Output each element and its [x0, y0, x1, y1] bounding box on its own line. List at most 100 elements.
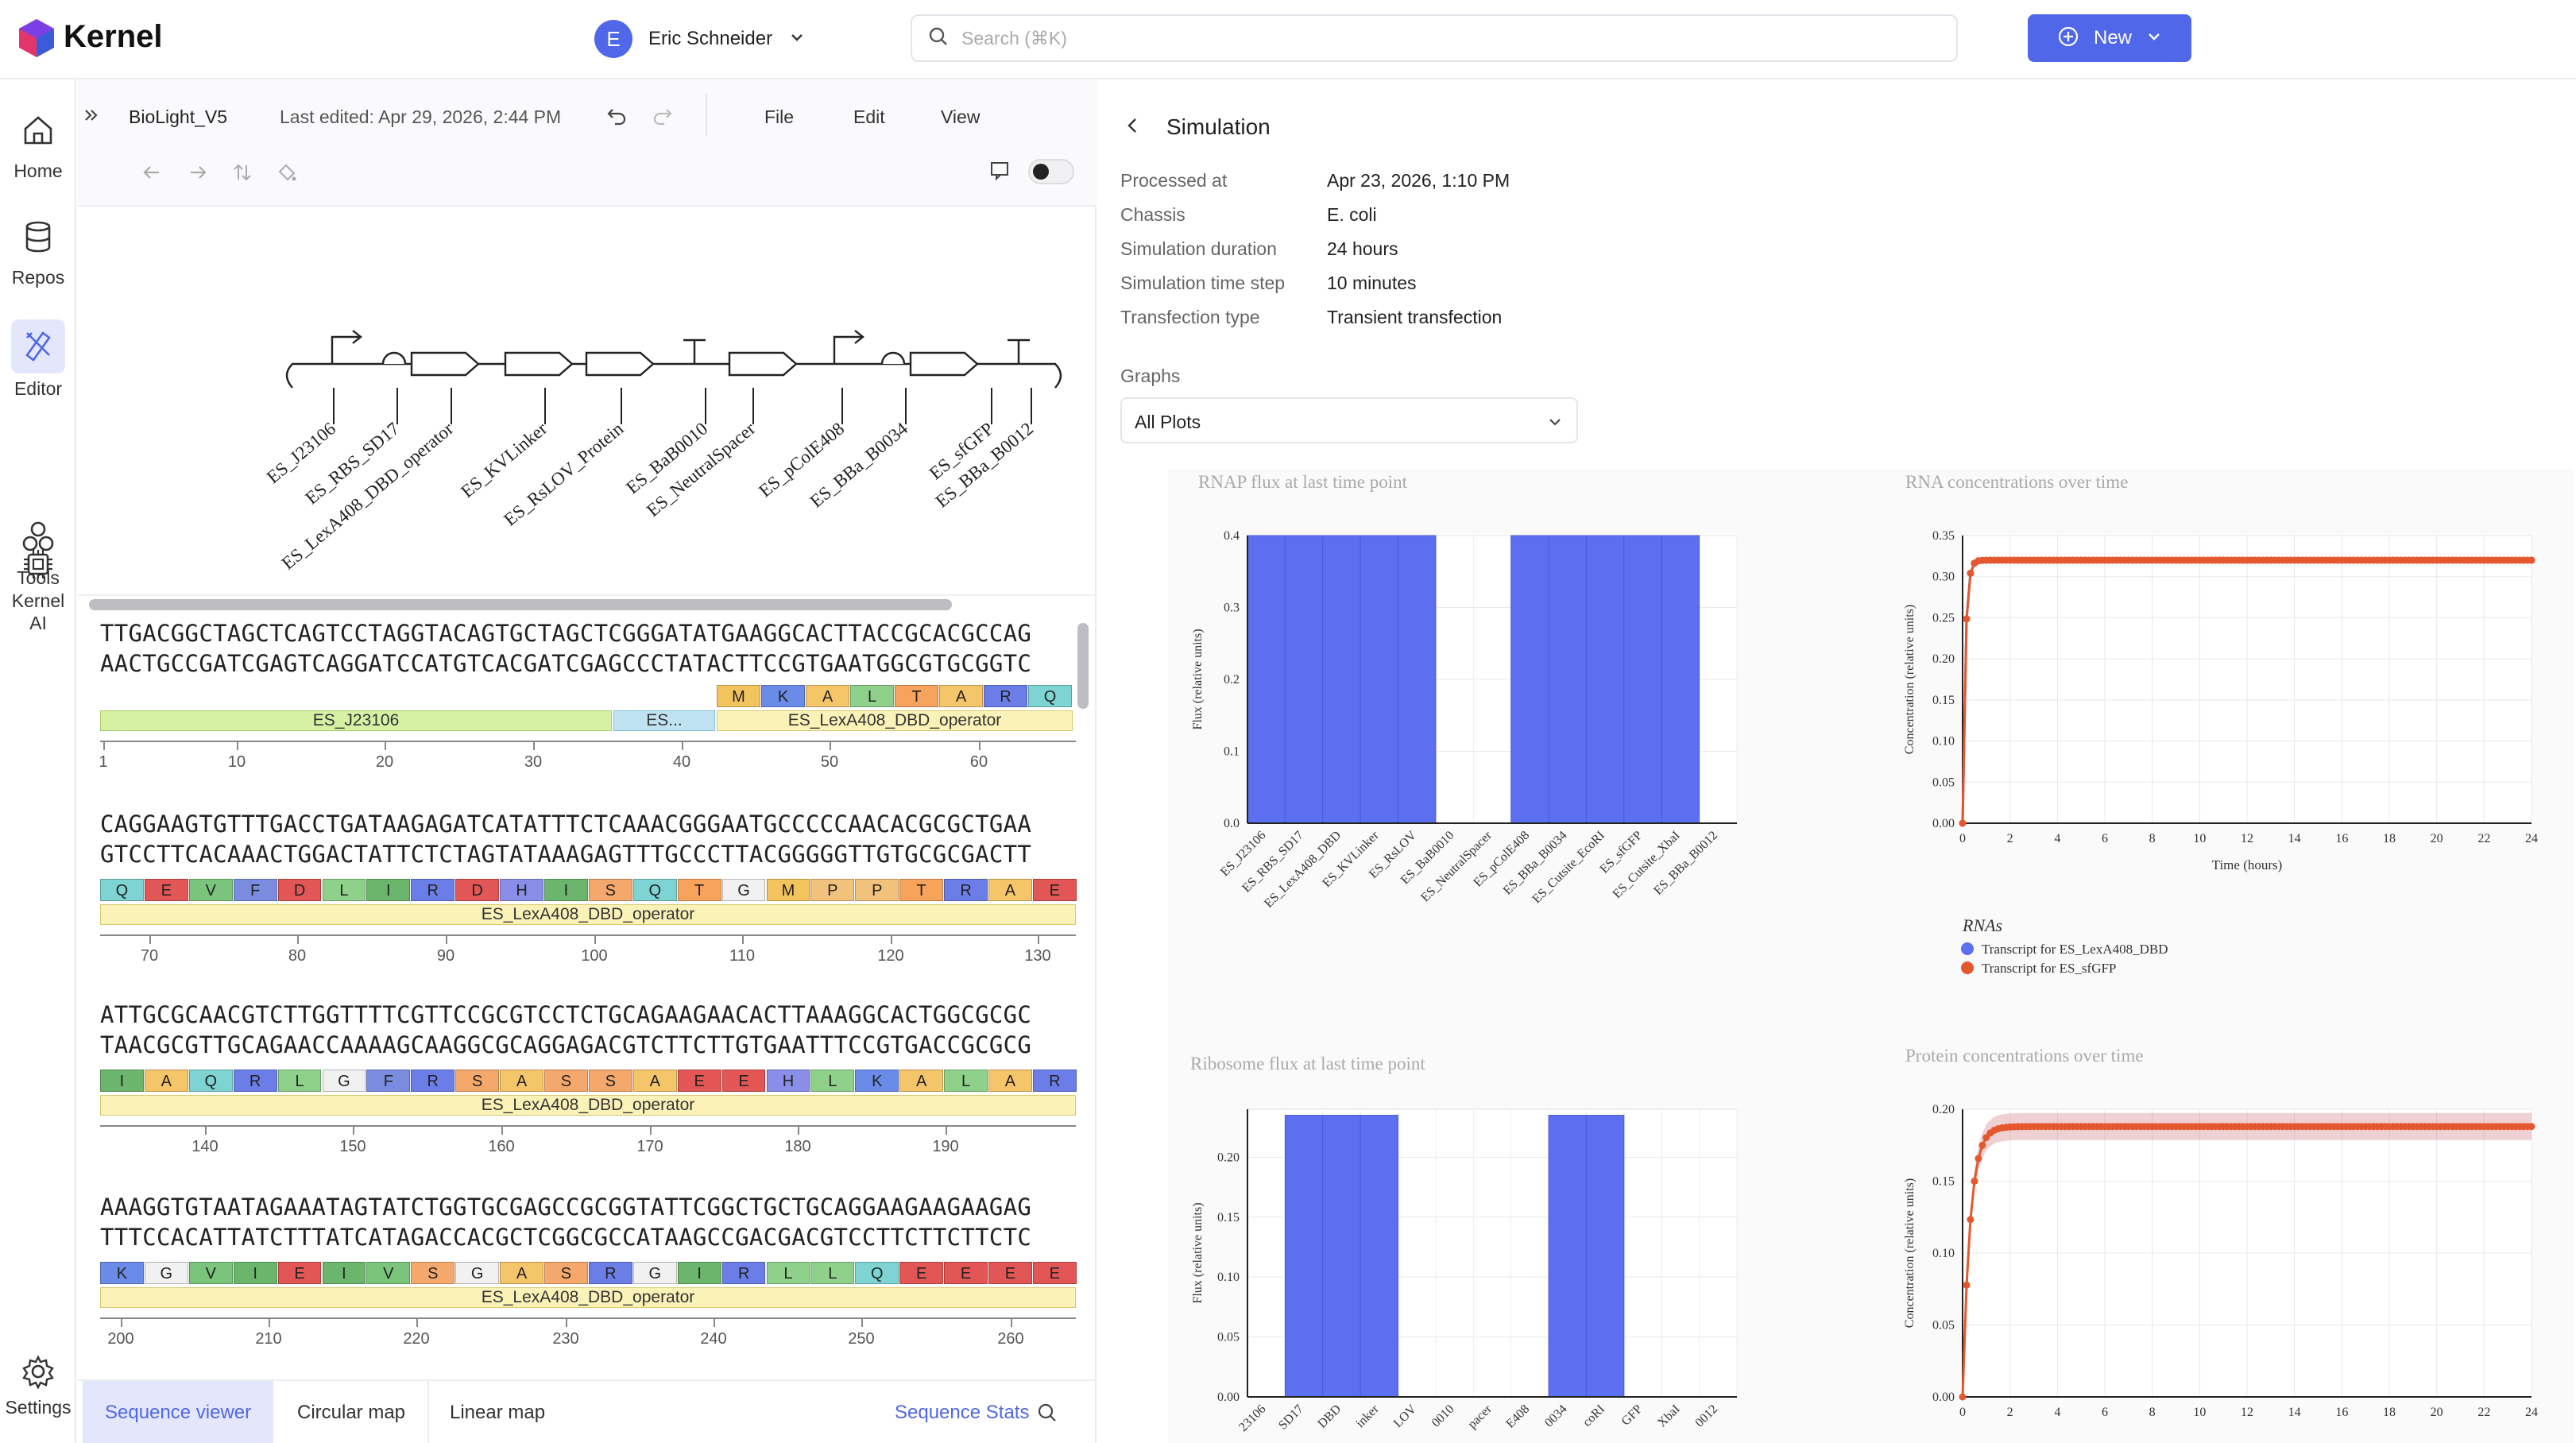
vertical-scrollbar[interactable]	[1077, 623, 1089, 709]
bar[interactable]	[1284, 535, 1324, 824]
amino-acid[interactable]: F	[233, 879, 277, 901]
amino-acid[interactable]: I	[544, 879, 588, 901]
bar[interactable]	[1623, 535, 1662, 824]
amino-acid[interactable]: L	[944, 1070, 988, 1092]
amino-acid[interactable]: G	[144, 1262, 188, 1284]
amino-acid[interactable]: V	[188, 879, 233, 901]
amino-acid[interactable]: E	[144, 879, 188, 901]
amino-acid[interactable]: R	[233, 1070, 277, 1092]
part-glyph-rbs[interactable]	[880, 351, 906, 365]
amino-acid[interactable]: E	[677, 1070, 721, 1092]
amino-acid[interactable]: T	[677, 879, 721, 901]
amino-acid[interactable]: E	[277, 1262, 322, 1284]
amino-acid[interactable]: L	[766, 1262, 810, 1284]
amino-acid[interactable]: E	[899, 1262, 944, 1284]
sequence-viewer[interactable]: TTGACGGCTAGCTCAGTCCTAGGTACAGTGCTAGCTCGGG…	[78, 620, 1097, 1383]
amino-acid[interactable]: H	[500, 879, 543, 901]
amino-acid[interactable]: L	[322, 879, 366, 901]
expand-panel-icon[interactable]	[83, 106, 100, 128]
new-button[interactable]: New	[2028, 14, 2191, 62]
amino-acid[interactable]: L	[810, 1262, 855, 1284]
amino-acid[interactable]: A	[500, 1262, 543, 1284]
amino-acid[interactable]: M	[766, 879, 810, 901]
bar[interactable]	[1398, 535, 1437, 824]
part-glyph-terminator[interactable]	[683, 339, 706, 364]
amino-acid[interactable]: R	[944, 879, 988, 901]
amino-acid[interactable]: I	[322, 1262, 366, 1284]
bar[interactable]	[1247, 535, 1286, 824]
amino-acid[interactable]: G	[721, 879, 766, 901]
amino-acid[interactable]: K	[761, 685, 805, 707]
redo-icon[interactable]	[652, 105, 674, 131]
amino-acid[interactable]: D	[455, 879, 500, 901]
sidebar-item-repos[interactable]: Repos	[0, 219, 76, 288]
amino-acid[interactable]: S	[544, 1070, 588, 1092]
amino-acid[interactable]: S	[455, 1070, 500, 1092]
amino-acid[interactable]: T	[895, 685, 938, 707]
feature-annotation[interactable]: ES_J23106	[100, 710, 612, 731]
amino-acid[interactable]: I	[233, 1262, 277, 1284]
view-toggle[interactable]	[1028, 159, 1074, 184]
amino-acid[interactable]: I	[677, 1262, 721, 1284]
arrow-left-icon[interactable]	[141, 162, 162, 187]
arrow-right-icon[interactable]	[188, 162, 208, 187]
tab-circular-map[interactable]: Circular map	[275, 1381, 430, 1443]
menu-file[interactable]: File	[764, 106, 795, 127]
amino-acid[interactable]: T	[899, 879, 944, 901]
sidebar-item-home[interactable]: Home	[0, 113, 76, 182]
amino-acid[interactable]: A	[988, 879, 1032, 901]
part-glyph-promoter[interactable]	[833, 330, 864, 364]
amino-acid[interactable]: D	[277, 879, 322, 901]
amino-acid[interactable]: A	[632, 1070, 677, 1092]
search-input[interactable]: Search (⌘K)	[961, 27, 1067, 48]
sequence-row[interactable]: TTGACGGCTAGCTCAGTCCTAGGTACAGTGCTAGCTCGGG…	[78, 620, 1097, 803]
paint-bucket-icon[interactable]	[277, 162, 297, 187]
top-strand[interactable]: TTGACGGCTAGCTCAGTCCTAGGTACAGTGCTAGCTCGGG…	[100, 620, 1032, 647]
sequence-row[interactable]: AAAGGTGTAATAGAAATAGTATCTGGTGCGAGCCGCGGTA…	[78, 1193, 1097, 1376]
bottom-strand[interactable]: GTCCTTCACAAACTGGACTATTCTCTAGTATAAAGAGTTT…	[100, 841, 1032, 868]
bar[interactable]	[1510, 535, 1549, 824]
part-glyph-rbs[interactable]	[381, 351, 407, 365]
amino-acid[interactable]: Q	[855, 1262, 899, 1284]
amino-acid[interactable]: S	[411, 1262, 455, 1284]
tab-linear-map[interactable]: Linear map	[450, 1402, 546, 1423]
sidebar-item-editor[interactable]: Editor	[0, 319, 76, 400]
user-menu[interactable]: E Eric Schneider	[594, 19, 806, 59]
sidebar-item-kernel-ai-link[interactable]: Kernel AI	[0, 547, 76, 634]
amino-acid[interactable]: M	[717, 685, 760, 707]
sequence-row[interactable]: CAGGAAGTGTTTGACCTGATAAGAGATCATATTTCTCAAA…	[78, 810, 1097, 993]
amino-acid[interactable]: Q	[1028, 685, 1072, 707]
amino-acid[interactable]: Q	[100, 879, 144, 901]
amino-acid[interactable]: A	[988, 1070, 1032, 1092]
part-glyph-cds[interactable]	[585, 351, 655, 377]
part-glyph-promoter[interactable]	[331, 330, 362, 364]
top-strand[interactable]: ATTGCGCAACGTCTTGGTTTTCGTTCCGCGTCCTCTGCAG…	[100, 1001, 1032, 1028]
amino-acid[interactable]: A	[144, 1070, 188, 1092]
feature-annotation[interactable]: ES_LexA408_DBD_operator	[100, 904, 1076, 925]
amino-acid[interactable]: I	[366, 879, 411, 901]
amino-acid[interactable]: R	[984, 685, 1027, 707]
bar[interactable]	[1360, 535, 1399, 824]
amino-acid[interactable]: Q	[188, 1070, 233, 1092]
amino-acid[interactable]: G	[455, 1262, 500, 1284]
amino-acid[interactable]: P	[810, 879, 855, 901]
amino-acid[interactable]: R	[411, 879, 455, 901]
part-glyph-cds[interactable]	[909, 351, 979, 377]
amino-acid[interactable]: E	[944, 1262, 988, 1284]
amino-acid[interactable]: E	[721, 1070, 766, 1092]
search-icon[interactable]	[1036, 1402, 1058, 1428]
back-chevron-icon[interactable]	[1124, 114, 1141, 141]
sidebar-item-settings[interactable]: Settings	[0, 1354, 76, 1418]
top-strand[interactable]: CAGGAAGTGTTTGACCTGATAAGAGATCATATTTCTCAAA…	[100, 810, 1032, 838]
part-glyph-cds[interactable]	[728, 351, 798, 377]
bar[interactable]	[1585, 1115, 1625, 1398]
bottom-strand[interactable]: TTTCCACATTATCTTTATCATAGACCACGCTCGGCGCCAT…	[100, 1224, 1032, 1251]
undo-icon[interactable]	[605, 105, 628, 131]
bar[interactable]	[1322, 535, 1361, 824]
amino-acid[interactable]: R	[411, 1070, 455, 1092]
amino-acid[interactable]: A	[939, 685, 983, 707]
search-box[interactable]: Search (⌘K)	[911, 14, 1958, 62]
tab-sequence-viewer[interactable]: Sequence viewer	[83, 1381, 274, 1443]
amino-acid[interactable]: A	[806, 685, 849, 707]
amino-acid[interactable]: I	[100, 1070, 144, 1092]
